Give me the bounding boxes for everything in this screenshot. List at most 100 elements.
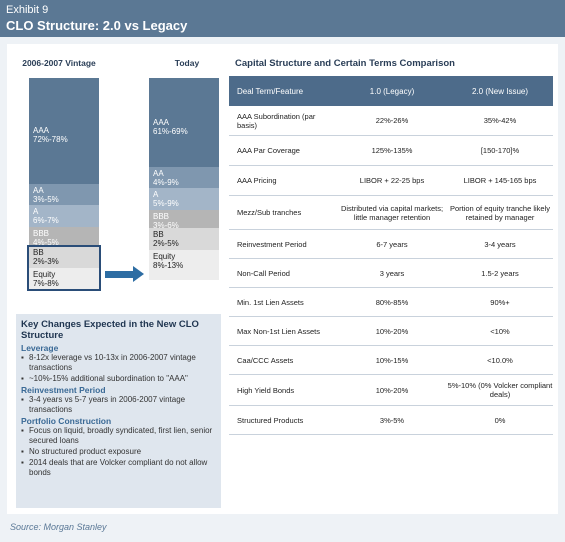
table-cell: 35%-42%: [483, 116, 517, 125]
table-cell: High Yield Bonds: [237, 385, 295, 395]
table-cell: 10%-20%: [375, 326, 409, 336]
tranche-name: BB: [153, 230, 164, 239]
arrow-right-icon: [133, 266, 144, 282]
header-new-issue: 2.0 (New Issue): [471, 86, 529, 96]
key-changes-sections: Leverage8-12x leverage vs 10-13x in 2006…: [21, 343, 216, 478]
table-cell: AAA Subordination (par basis): [237, 111, 316, 130]
table-cell: 3-4 years: [484, 239, 516, 249]
tranche-equity: Equity 7%-8%: [29, 268, 99, 290]
table-cell: LIBOR + 22-25 bps: [359, 176, 425, 185]
table-cell: 1.5-2 years: [481, 268, 519, 278]
table-row: Caa/CCC Assets 10%-15% <10.0%: [229, 346, 553, 375]
table-cell: 6-7 years: [376, 239, 408, 249]
table-cell: Caa/CCC Assets: [237, 355, 294, 365]
table-cell: 0%: [494, 415, 506, 425]
table-body: AAA Subordination (par basis) 22%-26% 35%-…: [229, 106, 553, 435]
exhibit-title: CLO Structure: 2.0 vs Legacy: [6, 18, 188, 33]
table-cell: Portion of equity tranche likely retaine…: [449, 203, 551, 222]
table-cell: AAA Pricing: [237, 176, 277, 185]
list-item: ~10%-15% additional subordination to "AA…: [21, 374, 216, 384]
change-section-heading: Portfolio Construction: [21, 416, 112, 426]
table-row: AAA Subordination (par basis) 22%-26% 35%-…: [229, 106, 553, 136]
tranche-range: 4%-9%: [153, 178, 179, 187]
table-header-row: Deal Term/Feature 1.0 (Legacy) 2.0 (New …: [229, 76, 553, 106]
comparison-table: Deal Term/Feature 1.0 (Legacy) 2.0 (New …: [229, 76, 553, 435]
change-list: Focus on liquid, broadly syndicated, fir…: [21, 426, 216, 478]
table-cell: 3%-5%: [379, 415, 405, 425]
key-changes-box: Key Changes Expected in the New CLO Stru…: [16, 314, 221, 508]
tranche-range: 61%-69%: [153, 127, 188, 137]
table-row: Mezz/Sub tranches Distributed via capital…: [229, 196, 553, 230]
table-cell: 5%-10% (0% Volcker compliant deals): [447, 381, 553, 399]
tranche-range: 6%-7%: [33, 216, 59, 225]
tranche-name: Equity: [153, 252, 176, 261]
table-cell: [150-170]%: [480, 146, 520, 155]
table-cell: 22%-26%: [375, 116, 409, 125]
tranche-name: AA: [153, 169, 164, 178]
table-row: AAA Par Coverage 125%-135% [150-170]%: [229, 136, 553, 166]
exhibit-header: Exhibit 9 CLO Structure: 2.0 vs Legacy: [0, 0, 565, 37]
key-changes-title: Key Changes Expected in the New CLO Stru…: [21, 319, 199, 341]
table-cell: 80%-85%: [375, 297, 409, 307]
table-title: Capital Structure and Certain Terms Comp…: [235, 58, 455, 69]
table-cell: Structured Products: [237, 415, 304, 425]
table-cell: Mezz/Sub tranches: [237, 208, 302, 217]
source-note: Source: Morgan Stanley: [10, 522, 107, 532]
table-cell: 10%-20%: [375, 385, 409, 395]
tranche-range: 8%-13%: [153, 261, 184, 270]
tranche-name: BBB: [153, 212, 170, 221]
tranche-range: 2%-5%: [153, 239, 179, 248]
table-row: Min. 1st Lien Assets 80%-85% 90%+: [229, 288, 553, 317]
table-row: Max Non-1st Lien Assets 10%-20% <10%: [229, 317, 553, 346]
tranche-range: 5%-9%: [153, 199, 179, 208]
change-section-heading: Reinvestment Period: [21, 385, 106, 395]
tranche-bb: BB 2%-5%: [149, 228, 219, 250]
table-cell: <10%: [490, 326, 510, 336]
table-cell: 125%-135%: [371, 146, 413, 155]
header-legacy: 1.0 (Legacy): [369, 86, 415, 96]
list-item: Focus on liquid, broadly syndicated, fir…: [21, 426, 216, 446]
list-item: 3-4 years vs 5-7 years in 2006-2007 vint…: [21, 395, 216, 415]
table-cell: 90%+: [490, 297, 510, 307]
table-cell: Reinvestment Period: [237, 239, 307, 249]
tranche-a: A 6%-7%: [29, 205, 99, 227]
header-deal-term: Deal Term/Feature: [237, 86, 304, 96]
table-cell: 10%-15%: [375, 355, 409, 365]
tranche-aa: AA 3%-5%: [29, 184, 99, 205]
table-row: High Yield Bonds 10%-20% 5%-10% (0% Volcke…: [229, 375, 553, 406]
highlight-outline: [27, 245, 101, 291]
exhibit-body: 2006-2007 Vintage Today AAA 72%-78% AA 3%-5…: [7, 44, 558, 514]
tranche-range: 7%-8%: [33, 279, 59, 288]
list-item: 8-12x leverage vs 10-13x in 2006-2007 vi…: [21, 353, 216, 373]
table-row: AAA Pricing LIBOR + 22-25 bps LIBOR + 145-…: [229, 166, 553, 196]
tranche-name: AAA: [153, 118, 170, 128]
tranche-name: A: [153, 190, 159, 199]
table-cell: Max Non-1st Lien Assets: [237, 326, 320, 336]
list-item: 2014 deals that are Volcker compliant do…: [21, 458, 216, 478]
tranche-range: 3%-5%: [33, 195, 59, 204]
table-row: Structured Products 3%-5% 0%: [229, 406, 553, 435]
change-list: 8-12x leverage vs 10-13x in 2006-2007 vi…: [21, 353, 216, 384]
table-cell: 3 years: [379, 268, 405, 278]
tranche-a: A 5%-9%: [149, 188, 219, 210]
tranche-bbb: BBB 4%-5%: [29, 227, 99, 247]
table-cell: <10.0%: [487, 355, 513, 365]
today-stack-title: Today: [174, 58, 200, 68]
tranche-range: 72%-78%: [33, 134, 68, 144]
table-cell: Min. 1st Lien Assets: [237, 297, 304, 307]
tranche-bb: BB 2%-3%: [29, 246, 99, 268]
tranche-bbb: BBB 3%-6%: [149, 210, 219, 230]
tranche-equity: Equity 8%-13%: [149, 250, 219, 280]
change-list: 3-4 years vs 5-7 years in 2006-2007 vint…: [21, 395, 216, 415]
table-row: Reinvestment Period 6-7 years 3-4 years: [229, 230, 553, 259]
tranche-name: BBB: [33, 229, 50, 238]
arrow-shaft: [105, 271, 135, 278]
tranche-name: Equity: [33, 270, 56, 279]
tranche-name: AA: [33, 186, 44, 195]
change-section-heading: Leverage: [21, 343, 59, 353]
tranche-name: A: [33, 207, 39, 216]
exhibit-number: Exhibit 9: [6, 4, 49, 16]
tranche-name: BB: [33, 248, 44, 257]
table-cell: LIBOR + 145-165 bps: [463, 176, 537, 185]
